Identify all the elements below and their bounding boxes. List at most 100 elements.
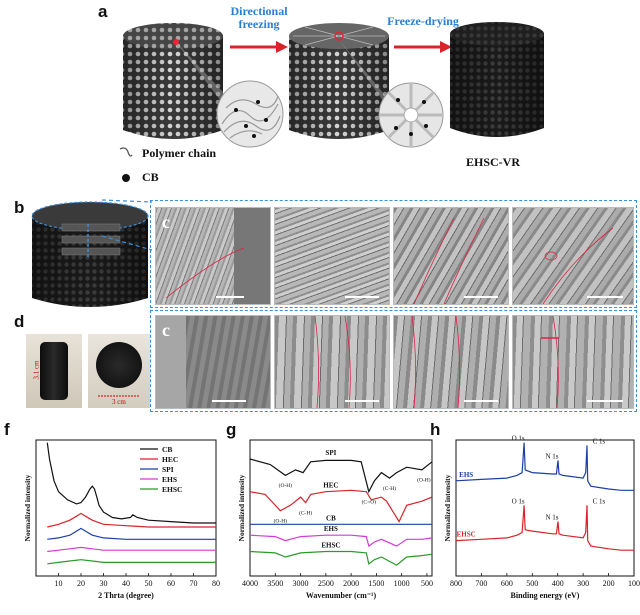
series-line-spi xyxy=(47,527,216,540)
scale-bar xyxy=(345,296,379,298)
legend-polymer-chain: Polymer chain xyxy=(142,146,217,160)
plot-frame xyxy=(35,439,217,577)
series-line-spi xyxy=(249,458,433,494)
x-tick-label: 800 xyxy=(450,579,462,588)
x-tick-label: 700 xyxy=(475,579,487,588)
peak-annotation: (C=O) xyxy=(362,498,377,505)
x-tick-label: 20 xyxy=(77,579,85,588)
x-tick-label: 1500 xyxy=(368,579,384,588)
sem-image-top-2 xyxy=(274,207,390,305)
scale-bar xyxy=(212,400,246,402)
x-tick-label: 10 xyxy=(55,579,63,588)
x-tick-label: 1000 xyxy=(394,579,410,588)
scale-bar xyxy=(216,296,244,298)
x-tick-label: 30 xyxy=(100,579,108,588)
series-line-hec xyxy=(47,512,216,528)
scale-bar xyxy=(345,400,379,402)
series-label-hec: HEC xyxy=(323,482,338,490)
x-tick-label: 80 xyxy=(212,579,220,588)
legend-cb: CB xyxy=(142,170,159,184)
arrow-label-freeze-drying: Freeze-drying xyxy=(387,14,459,28)
polymer-chain-icon xyxy=(119,147,133,157)
scale-bar xyxy=(464,296,498,298)
x-axis-label: Wavenumber (cm⁻¹) xyxy=(306,591,377,600)
scale-bar xyxy=(464,400,498,402)
x-tick-label: 2000 xyxy=(343,579,359,588)
arrow-label-directional: Directional freezing xyxy=(226,5,292,31)
scale-bar xyxy=(587,400,623,402)
x-tick-label: 60 xyxy=(167,579,175,588)
sem-image-bottom-4 xyxy=(512,315,634,409)
peak-label: O 1s xyxy=(512,497,525,505)
series-line-ehs xyxy=(47,546,216,553)
zoom-circle-polymer xyxy=(216,80,284,148)
x-tick-label: 500 xyxy=(421,579,433,588)
x-tick-label: 100 xyxy=(628,579,640,588)
series-line-ehsc xyxy=(47,559,216,565)
sem-image-top-4 xyxy=(512,207,634,305)
dash-link-lines xyxy=(101,199,153,251)
x-axis-label: 2 Thrta (degree) xyxy=(98,591,154,600)
y-axis-label: Normalized intensity xyxy=(23,474,32,541)
series-label-ehsc: EHSC xyxy=(321,542,340,550)
sem-image-top-1: c xyxy=(155,207,271,305)
ftir-chart: 4000 3500 3000 2500 2000 1500 1000 500 Wavenumbe… xyxy=(237,439,433,600)
photo-sample-side: 3.1 cm xyxy=(26,334,82,408)
legend-label-spi: SPI xyxy=(162,465,174,474)
arrow-freeze-drying xyxy=(394,41,452,53)
legend-label-ehsc: EHSC xyxy=(162,485,182,494)
x-tick-label: 40 xyxy=(122,579,130,588)
plot-frame xyxy=(249,439,433,577)
arrow-directional-freezing xyxy=(230,41,288,53)
series-line-ehsc xyxy=(249,550,433,566)
series-line-hec xyxy=(249,489,433,523)
x-tick-label: 50 xyxy=(145,579,153,588)
x-tick-label: 200 xyxy=(603,579,615,588)
photo-sample-top: 3 cm xyxy=(88,334,150,408)
legend-label-cb: CB xyxy=(162,445,172,454)
series-label-ehs: EHS xyxy=(459,471,473,479)
series-label-ehsc: EHSC xyxy=(457,531,476,539)
sem-image-bottom-1: c xyxy=(155,315,271,409)
series-line-ehs xyxy=(455,442,634,491)
series-line-ehs xyxy=(249,534,433,548)
scale-bar xyxy=(587,296,623,298)
series-label-ehs: EHS xyxy=(324,525,338,533)
peak-label: O 1s xyxy=(512,435,525,443)
sem-row-bottom-frame xyxy=(150,310,637,412)
peak-annotation: (O-H) xyxy=(274,517,288,524)
cylinder-illustration-ehsc-vr xyxy=(450,22,544,137)
series-label-spi: SPI xyxy=(325,449,336,457)
sem-image-bottom-3 xyxy=(393,315,509,409)
peak-annotation: (O-H) xyxy=(417,477,431,484)
peak-label: C 1s xyxy=(593,437,606,445)
cylinder-illustration-1 xyxy=(123,23,223,139)
x-tick-label: 500 xyxy=(526,579,538,588)
peak-annotation: (C-H) xyxy=(299,509,312,516)
x-tick-label: 3000 xyxy=(293,579,309,588)
x-tick-label: 400 xyxy=(552,579,564,588)
peak-label: N 1s xyxy=(545,452,558,460)
x-axis-label: Binding energy (eV) xyxy=(511,591,580,600)
x-tick-label: 4000 xyxy=(242,579,258,588)
cylinder-cutaway-illustration xyxy=(31,201,149,307)
y-axis-label: Normalized intensity xyxy=(443,474,452,541)
peak-label: C 1s xyxy=(593,497,606,505)
x-tick-label: 2500 xyxy=(318,579,334,588)
zoom-circle-radial xyxy=(378,82,444,148)
peak-annotation: (O-H) xyxy=(279,482,293,489)
panel-label-h: h xyxy=(430,420,441,439)
peak-label: N 1s xyxy=(545,514,558,522)
panel-label-g: g xyxy=(226,420,237,439)
panel-label-d: d xyxy=(14,312,25,331)
y-axis-label: Normalized intensity xyxy=(237,474,246,541)
series-line-ehsc xyxy=(455,505,634,551)
arrow-label-line2: freezing xyxy=(238,17,280,31)
dim-width: 3 cm xyxy=(112,398,126,406)
panel-label-c-top: c xyxy=(162,212,170,232)
product-label-ehsc-vr: EHSC-VR xyxy=(466,155,521,169)
panel-label-a: a xyxy=(98,2,108,21)
plot-frame xyxy=(455,439,635,577)
panel-label-c-bottom: c xyxy=(162,320,170,340)
arrow-label-line1: Directional xyxy=(230,4,288,18)
